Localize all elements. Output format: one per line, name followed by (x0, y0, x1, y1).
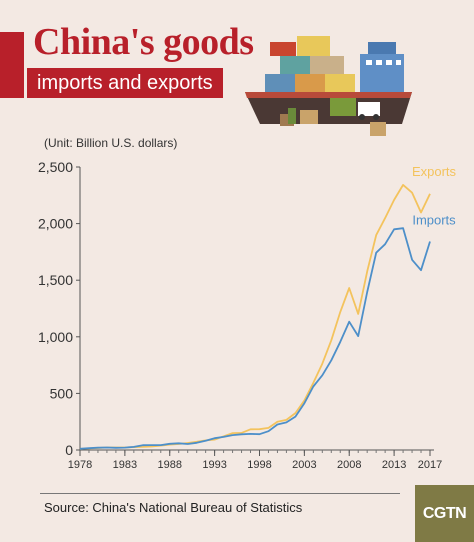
x-tick-label: 1998 (247, 459, 271, 471)
subtitle: imports and exports (27, 68, 223, 98)
cargo-ship-icon (245, 36, 412, 136)
x-tick-label: 2008 (337, 459, 361, 471)
x-tick-label: 2003 (292, 459, 316, 471)
x-tick-label: 1988 (158, 459, 182, 471)
series-line-imports (79, 227, 431, 450)
x-tick-label: 1993 (202, 459, 226, 471)
source-divider (40, 493, 400, 494)
x-tick-label: 1983 (113, 459, 137, 471)
unit-label: (Unit: Billion U.S. dollars) (44, 136, 178, 150)
series-line-exports (79, 183, 431, 450)
y-tick-label: 2,000 (38, 216, 73, 232)
x-tick-label: 2017 (418, 459, 442, 471)
series-label-exports: Exports (412, 164, 457, 179)
y-tick-label: 500 (50, 385, 74, 401)
cgtn-logo: CGTN (415, 485, 474, 542)
source-note: Source: China's National Bureau of Stati… (44, 500, 303, 515)
y-tick-label: 1,500 (38, 272, 73, 288)
title-accent-bar (0, 32, 24, 98)
y-tick-label: 2,500 (38, 159, 73, 175)
x-tick-label: 1978 (68, 459, 92, 471)
y-tick-label: 1,000 (38, 329, 73, 345)
line-chart: 0 500 1,000 1,500 2,000 2,500 1978 1983 1988 1993… (38, 159, 457, 471)
series-label-imports: Imports (412, 212, 456, 227)
x-tick-label: 2013 (382, 459, 406, 471)
y-tick-label: 0 (65, 442, 73, 458)
page-title: China's goods (33, 21, 254, 63)
